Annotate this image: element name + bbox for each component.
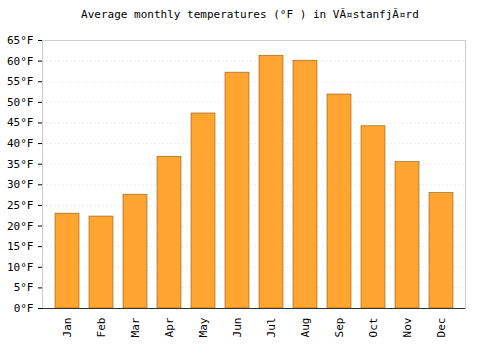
svg-text:Mar: Mar	[129, 317, 142, 337]
svg-text:Apr: Apr	[163, 317, 176, 337]
svg-text:10°F: 10°F	[7, 261, 34, 274]
svg-text:40°F: 40°F	[7, 137, 34, 150]
svg-text:5°F: 5°F	[14, 281, 34, 294]
svg-text:Jul: Jul	[265, 318, 278, 338]
svg-text:Nov: Nov	[401, 317, 414, 337]
svg-text:60°F: 60°F	[7, 55, 34, 68]
svg-text:0°F: 0°F	[14, 302, 34, 315]
svg-text:Feb: Feb	[95, 318, 108, 338]
svg-text:35°F: 35°F	[7, 158, 34, 171]
svg-text:Jan: Jan	[61, 318, 74, 338]
svg-text:Sep: Sep	[333, 318, 346, 338]
svg-text:Aug: Aug	[299, 318, 312, 338]
svg-text:55°F: 55°F	[7, 75, 34, 88]
svg-text:Jun: Jun	[231, 318, 244, 338]
svg-text:50°F: 50°F	[7, 96, 34, 109]
svg-text:45°F: 45°F	[7, 116, 34, 129]
svg-text:20°F: 20°F	[7, 220, 34, 233]
svg-text:15°F: 15°F	[7, 240, 34, 253]
svg-text:Oct: Oct	[367, 318, 380, 338]
svg-text:Dec: Dec	[435, 318, 448, 338]
svg-text:30°F: 30°F	[7, 178, 34, 191]
svg-text:25°F: 25°F	[7, 199, 34, 212]
svg-text:May: May	[197, 317, 210, 337]
svg-text:65°F: 65°F	[7, 34, 34, 47]
html-text:Average monthly temperatures (: Average monthly temperatures (°F ) in VÃ…	[81, 8, 419, 21]
